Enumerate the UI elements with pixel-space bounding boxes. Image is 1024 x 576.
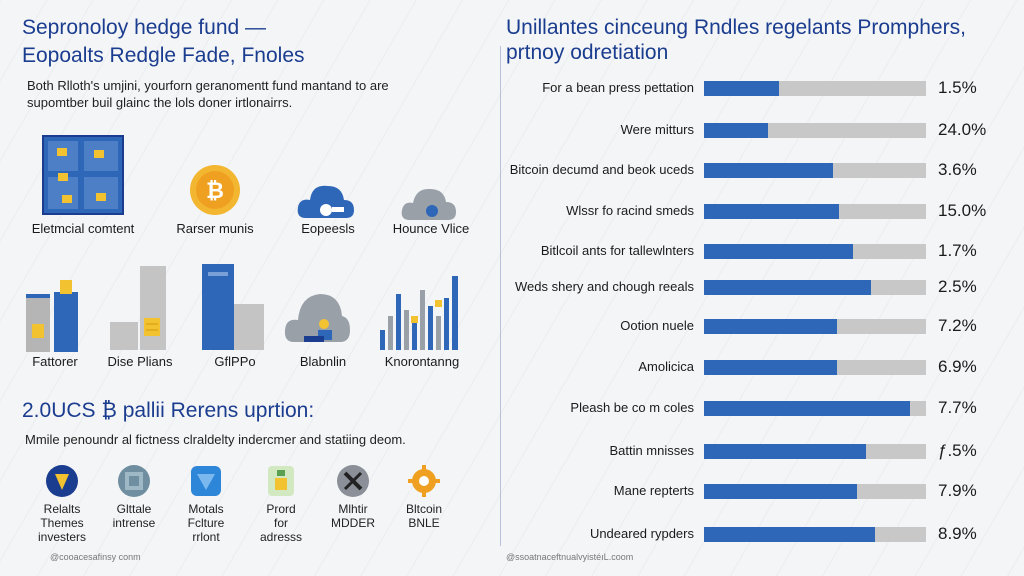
bar-fill [704, 484, 857, 499]
bar-label: Bitcoin decumd and beok uceds [509, 162, 694, 177]
right-credit: @ssoatnaceftnualvyistéıL.coom [506, 552, 634, 562]
right-title-line1: Unillantes cinceung Rndles regelants Pro… [506, 16, 966, 39]
mini-bars-icon [380, 276, 458, 350]
tools-icon [337, 465, 369, 497]
bar-label: Undeared rypders [589, 526, 694, 541]
section-description: Mmile penoundr al fictness clraldelty in… [25, 432, 406, 447]
bar-value-label: 2.5% [938, 277, 977, 296]
cloud-key-icon [297, 185, 354, 218]
bar-value-label: 1.5% [938, 78, 977, 97]
bar-fill [704, 444, 866, 459]
bar-value-label: 1.7% [938, 241, 977, 260]
bar-tall-icon [202, 264, 264, 350]
icon2-label-1: Fattorer [32, 354, 78, 369]
left-title-line2: Eopoalts Redgle Fade, Fnoles [22, 44, 305, 67]
icon2-label-5: Knorontanng [384, 354, 460, 369]
feature-caption-1: Relalts Themes investers [37, 502, 87, 544]
section-title: 2.0UCS ₿ pallii Rerens uprtion: [22, 399, 315, 422]
shield-icon [46, 465, 78, 497]
icon2-label-3: GflPPo [214, 354, 256, 369]
bar-fill [704, 401, 910, 416]
right-title-line2: prtnoy odretiation [506, 41, 669, 64]
bar-coin-icon [110, 266, 166, 350]
feature-caption-3: Motals Fclture rrlont [187, 502, 225, 544]
bar-value-label: 3.6% [938, 160, 977, 179]
bar-value-label: 6.9% [938, 357, 977, 376]
bar-fill [704, 319, 837, 334]
bar-label: Battin mnisses [609, 443, 694, 458]
cloud-person-icon [284, 294, 350, 342]
icon2-label-4: Blabnlin [299, 354, 347, 369]
bar-fill [704, 244, 853, 259]
bar-value-label: ƒ.5% [938, 441, 977, 460]
cloud-gray-icon [401, 188, 456, 220]
bar-value-label: 15.0% [938, 201, 987, 220]
icon-label-1: Eletmcial comtent [31, 221, 135, 236]
feature-caption-6: Bltcoin BNLE [405, 502, 443, 530]
bar-label: Bitlcoil ants for tallewlnters [540, 243, 694, 258]
feature-caption-2: Glttale intrense [112, 502, 156, 530]
panel-divider [500, 46, 501, 546]
svg-text:₿: ₿ [206, 179, 224, 204]
bar-fill [704, 81, 779, 96]
bar-value-label: 7.2% [938, 316, 977, 335]
bar-label: Amolicica [638, 359, 694, 374]
bar-fill [704, 527, 875, 542]
feature-caption-5: Mlhtir MDDER [331, 502, 375, 530]
bar-value-label: 7.9% [938, 481, 977, 500]
bar-label: Weds shery and chough reeals [515, 279, 694, 294]
bar-fill [704, 280, 871, 295]
feature-caption-4: Prord for adresss [259, 502, 303, 544]
icon-label-2: Rarser munis [176, 221, 254, 236]
bar-label: Ootion nuele [620, 318, 694, 333]
left-title-line1: Sepronoloy hedge fund — [22, 16, 267, 39]
bar-fill [704, 123, 768, 138]
bar-value-label: 7.7% [938, 398, 977, 417]
icon-label-4: Hounce Vlice [392, 221, 470, 236]
globe-icon [118, 465, 150, 497]
stack-icon [191, 466, 221, 496]
intro-line1: Both Rlloth's umjini, yourforn geranomen… [27, 78, 389, 93]
bar-label: Pleash be co m coles [570, 400, 694, 415]
bar-fill [704, 163, 833, 178]
gear-icon [408, 465, 440, 497]
bar-value-label: 8.9% [938, 524, 977, 543]
bar-label: Were mitturs [620, 122, 694, 137]
bar-value-label: 24.0% [938, 120, 987, 139]
intro-line2: supomtber buil glainc the lols doner irt… [27, 95, 293, 110]
bitcoin-coin-icon: ₿ [190, 165, 240, 215]
bar-wallet-icon [26, 280, 78, 352]
icon-label-3: Eopeesls [301, 221, 355, 236]
bar-label: For a bean press pettation [542, 80, 694, 95]
icon2-label-2: Dise Plians [107, 354, 173, 369]
bar-label: Wlssr fo racind smeds [566, 203, 694, 218]
left-credit: @cooacesafinsy conm [50, 552, 141, 562]
wallet-grid-icon [42, 135, 124, 215]
bar-label: Mane repterts [613, 483, 694, 498]
document-icon [268, 466, 294, 496]
bar-fill [704, 204, 839, 219]
bar-fill [704, 360, 837, 375]
